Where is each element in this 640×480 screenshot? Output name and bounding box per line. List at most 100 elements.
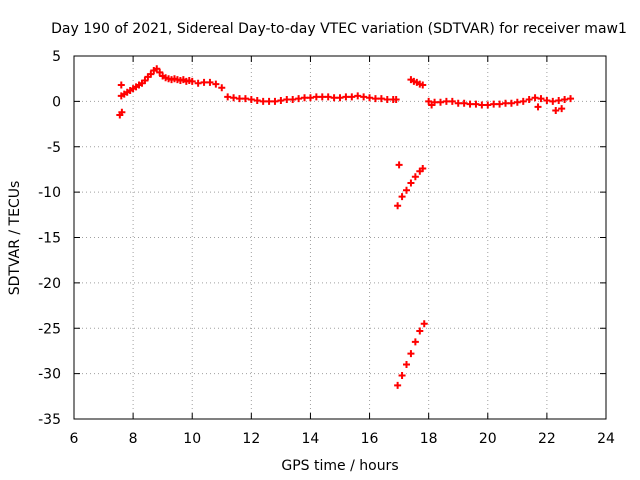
data-point <box>403 186 410 194</box>
data-point <box>466 100 474 108</box>
x-tick-label: 16 <box>361 431 379 447</box>
data-point <box>394 202 402 210</box>
x-tick-labels: 6 8 10 12 14 16 18 20 22 24 <box>70 431 615 447</box>
data-point <box>200 78 208 86</box>
data-point <box>212 80 220 88</box>
data-point <box>490 100 498 108</box>
data-point <box>425 97 433 105</box>
y-tick-label: -15 <box>38 231 61 247</box>
data-point <box>454 99 462 107</box>
data-point <box>277 96 285 104</box>
data-point <box>241 95 249 103</box>
series-6 <box>394 165 427 210</box>
data-point <box>394 381 402 389</box>
y-tick-label: -5 <box>47 140 61 156</box>
plot-frame <box>73 55 607 420</box>
data-point <box>416 327 424 335</box>
data-point <box>118 108 126 116</box>
y-tick-labels: 5 0 -5 -10 -15 -20 -25 -30 -35 <box>38 49 61 428</box>
grid <box>74 56 606 419</box>
x-tick-label: 18 <box>420 431 438 447</box>
data-point <box>472 100 480 108</box>
data-point <box>271 97 279 105</box>
data-point <box>371 95 379 103</box>
data-point <box>567 95 575 103</box>
data-point <box>342 93 350 101</box>
data-point <box>236 95 244 103</box>
x-tick-label: 22 <box>538 431 556 447</box>
data-point <box>360 93 368 101</box>
chart-title: Day 190 of 2021, Sidereal Day-to-day VTE… <box>51 21 627 37</box>
data-point <box>218 84 226 92</box>
data-point <box>513 98 521 106</box>
data-point <box>383 96 391 104</box>
data-point <box>420 320 428 328</box>
data-point <box>537 95 545 103</box>
data-point <box>224 93 232 101</box>
data-point <box>496 100 504 108</box>
data-point <box>428 101 436 109</box>
data-point <box>283 96 291 104</box>
data-point <box>117 81 125 89</box>
x-tick-label: 8 <box>129 431 138 447</box>
data-point <box>403 361 410 369</box>
data-point <box>147 70 155 78</box>
x-tick-label: 6 <box>70 431 79 447</box>
data-point <box>558 105 566 113</box>
data-point <box>411 338 419 346</box>
data-point <box>265 97 273 105</box>
data-point <box>253 96 261 104</box>
y-tick-label: -35 <box>38 412 61 428</box>
series-0 <box>117 65 400 105</box>
data-point <box>330 94 338 102</box>
data-point <box>194 79 202 87</box>
data-point <box>230 94 238 102</box>
data-point <box>561 96 569 104</box>
series-4 <box>428 101 566 114</box>
y-tick-label: -25 <box>38 321 61 337</box>
data-point <box>398 371 406 379</box>
data-point <box>555 96 563 104</box>
data-point <box>448 97 456 105</box>
data-point <box>153 65 161 73</box>
data-point <box>318 93 326 101</box>
data-point <box>366 94 374 102</box>
y-tick-label: -10 <box>38 185 61 201</box>
data-point <box>502 99 510 107</box>
y-axis-label: SDTVAR / TECUs <box>7 181 23 296</box>
data-point <box>259 97 267 105</box>
data-point <box>525 96 533 104</box>
series-7 <box>394 320 428 389</box>
x-tick-label: 14 <box>302 431 320 447</box>
series-2 <box>407 76 427 89</box>
data-point <box>289 96 297 104</box>
data-point <box>419 81 427 89</box>
data-point <box>407 350 415 358</box>
x-tick-label: 20 <box>479 431 497 447</box>
data-point <box>336 94 344 102</box>
x-tick-label: 10 <box>183 431 201 447</box>
data-point <box>549 97 557 105</box>
data-points <box>116 65 575 389</box>
data-point <box>436 98 444 106</box>
data-point <box>552 106 560 114</box>
y-tick-label: -30 <box>38 367 61 383</box>
data-point <box>531 94 539 102</box>
data-point <box>206 78 214 86</box>
data-point <box>460 99 468 107</box>
data-point <box>377 95 385 103</box>
data-point <box>519 97 527 105</box>
data-point <box>419 165 427 173</box>
data-point <box>484 101 492 109</box>
data-point <box>398 193 406 201</box>
data-point <box>411 173 419 181</box>
data-point <box>395 161 403 169</box>
x-axis-label: GPS time / hours <box>281 458 398 474</box>
data-point <box>312 93 320 101</box>
series-1 <box>116 81 126 119</box>
data-point <box>247 96 255 104</box>
data-point <box>354 92 362 100</box>
data-point <box>324 93 332 101</box>
data-point <box>442 97 450 105</box>
